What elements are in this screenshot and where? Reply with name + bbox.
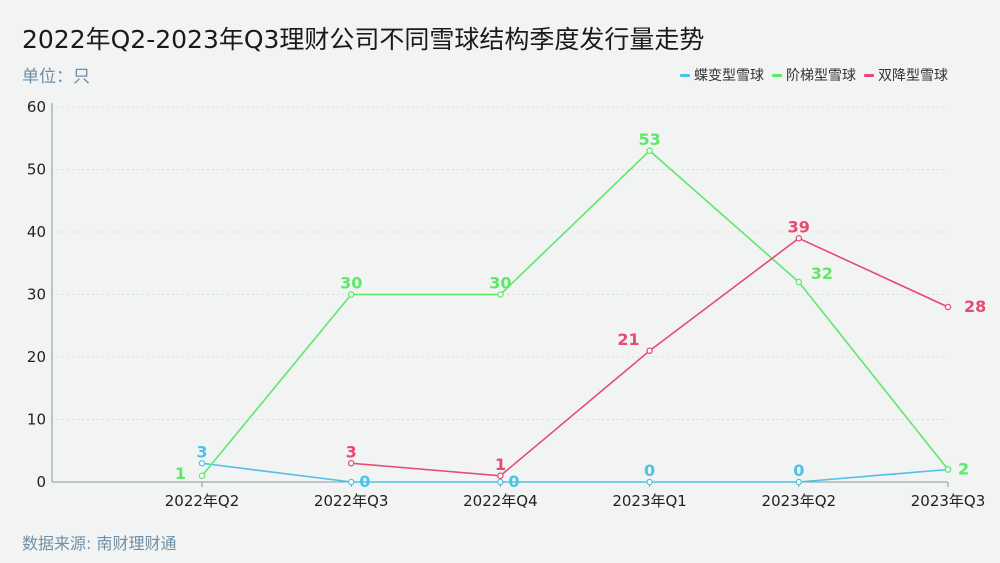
- data-label: 21: [617, 330, 639, 349]
- legend-item-2[interactable]: 双降型雪球: [864, 65, 948, 85]
- legend-swatch-0: [680, 73, 690, 77]
- data-label: 0: [644, 461, 655, 480]
- y-tick-label: 40: [27, 223, 46, 241]
- unit-label: 单位：只: [22, 67, 90, 87]
- data-point: [944, 303, 952, 311]
- y-tick-label: 50: [27, 161, 46, 179]
- series-line-0: [201, 462, 949, 483]
- data-point: [646, 347, 653, 354]
- data-label: 28: [964, 297, 986, 316]
- data-label: 30: [489, 274, 511, 293]
- data-label: 0: [508, 472, 519, 491]
- data-point: [347, 291, 355, 298]
- legend-swatch-2: [864, 73, 874, 77]
- y-tick-label: 20: [27, 348, 46, 366]
- data-label: 0: [359, 472, 370, 491]
- data-label: 39: [788, 217, 810, 236]
- data-point: [497, 478, 504, 486]
- data-point: [347, 459, 355, 467]
- data-point: [646, 147, 653, 154]
- legend-label-2: 双降型雪球: [878, 68, 948, 84]
- legend-label-0: 蝶变型雪球: [694, 68, 764, 84]
- data-point: [795, 234, 803, 242]
- x-tick-label: 2023年Q2: [762, 492, 837, 510]
- data-label: 2: [958, 460, 969, 479]
- data-label: 32: [811, 264, 833, 283]
- data-point: [497, 472, 504, 479]
- y-tick-label: 60: [27, 98, 46, 116]
- legend-item-1[interactable]: 阶梯型雪球: [772, 65, 856, 85]
- data-label: 1: [175, 464, 186, 483]
- data-point: [347, 478, 355, 486]
- legend-swatch-1: [772, 73, 782, 77]
- data-point: [795, 478, 803, 486]
- y-tick-label: 10: [27, 411, 46, 429]
- series-line-1: [201, 149, 949, 477]
- data-point: [646, 478, 653, 486]
- data-label: 1: [495, 455, 506, 474]
- data-point: [497, 291, 504, 298]
- data-label: 0: [793, 461, 804, 480]
- data-point: [198, 459, 206, 467]
- data-label: 30: [340, 274, 362, 293]
- y-tick-label: 0: [36, 473, 46, 491]
- legend-label-1: 阶梯型雪球: [786, 68, 856, 84]
- legend: 蝶变型雪球 阶梯型雪球 双降型雪球: [680, 65, 948, 85]
- x-tick-label: 2023年Q1: [612, 492, 687, 510]
- data-source: 数据来源: 南财理财通: [22, 534, 177, 553]
- x-tick-label: 2022年Q2: [165, 492, 240, 510]
- x-tick-label: 2022年Q4: [463, 492, 538, 510]
- data-label: 53: [638, 130, 660, 149]
- x-tick-label: 2022年Q3: [314, 492, 389, 510]
- data-label: 3: [346, 442, 357, 461]
- data-label: 3: [196, 442, 207, 461]
- y-tick-label: 30: [27, 286, 46, 304]
- legend-item-0[interactable]: 蝶变型雪球: [680, 65, 764, 85]
- x-tick-label: 2023年Q3: [911, 492, 986, 510]
- chart-title: 2022年Q2-2023年Q3理财公司不同雪球结构季度发行量走势: [22, 25, 705, 54]
- data-point: [198, 472, 206, 479]
- data-point: [795, 278, 803, 286]
- data-point: [944, 466, 952, 473]
